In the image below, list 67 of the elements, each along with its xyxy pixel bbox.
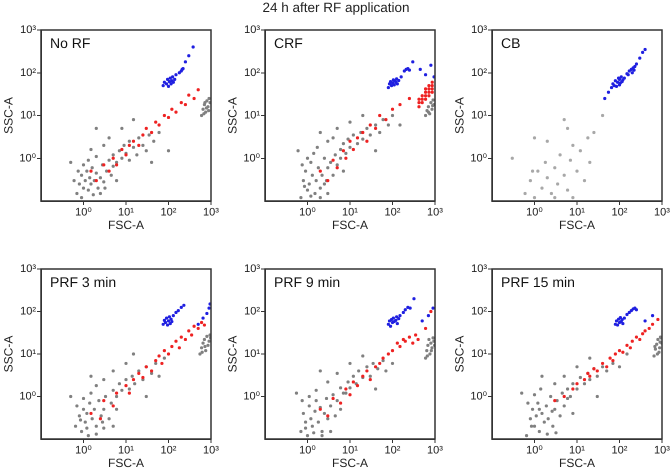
x-tick-label: 10³: [654, 444, 670, 457]
y-tick-label: 10¹: [244, 348, 260, 360]
y-tick-label: 10²: [20, 66, 36, 79]
y-tick-label: 10²: [471, 66, 488, 79]
x-tick-label: 10²: [384, 444, 401, 457]
x-axis-title: FSC-A: [108, 218, 144, 232]
y-axis-title: SSC-A: [2, 97, 16, 134]
chart-title: CB: [501, 34, 520, 51]
y-axis-title: SSC-A: [2, 336, 16, 372]
x-tick-label: 10⁰: [299, 444, 316, 457]
chart-title: PRF 15 min: [501, 274, 575, 290]
y-tick-label: 10³: [244, 24, 260, 36]
y-tick-label: 10²: [471, 306, 488, 318]
x-axis-title: FSC-A: [559, 218, 595, 232]
chart-title: CRF: [274, 34, 303, 51]
y-tick-label: 10¹: [20, 348, 36, 360]
x-tick-label: 10¹: [342, 206, 358, 219]
y-tick-label: 10³: [20, 263, 36, 276]
chart-title: No RF: [50, 34, 90, 51]
x-tick-label: 10¹: [569, 444, 586, 457]
y-axis-title: SSC-A: [226, 336, 240, 372]
y-tick-label: 10³: [20, 24, 36, 36]
y-tick-label: 10⁰: [243, 390, 261, 403]
x-tick-label: 10⁰: [75, 206, 92, 219]
y-tick-label: 10⁰: [243, 152, 261, 164]
y-axis-title: SSC-A: [452, 336, 467, 372]
y-axis-title: SSC-A: [452, 97, 467, 134]
x-tick-label: 10²: [612, 206, 628, 219]
text: 24 h after RF application: [261, 0, 411, 16]
x-tick-label: 10¹: [118, 206, 134, 219]
x-tick-label: 10³: [203, 444, 220, 457]
y-tick-label: 10⁰: [19, 152, 37, 164]
x-tick-label: 10¹: [569, 206, 586, 219]
y-tick-label: 10²: [20, 306, 36, 318]
y-tick-label: 10¹: [20, 110, 36, 122]
x-tick-label: 10³: [427, 206, 444, 219]
x-tick-label: 10²: [384, 206, 401, 219]
y-tick-label: 10¹: [471, 110, 488, 122]
y-tick-label: 10³: [471, 263, 488, 276]
x-tick-label: 10¹: [118, 444, 134, 457]
y-tick-label: 10²: [244, 306, 260, 318]
x-axis-title: FSC-A: [559, 456, 595, 470]
chart-title: PRF 9 min: [274, 274, 340, 290]
x-tick-label: 10³: [654, 206, 670, 219]
y-tick-label: 10²: [244, 66, 260, 79]
x-tick-label: 10²: [160, 444, 177, 457]
x-tick-label: 10⁰: [526, 206, 544, 219]
x-tick-label: 10²: [160, 206, 177, 219]
y-tick-label: 10³: [471, 24, 488, 36]
x-tick-label: 10⁰: [526, 444, 544, 457]
x-tick-label: 10⁰: [299, 206, 316, 219]
chart-title: PRF 3 min: [50, 274, 116, 290]
x-axis-title: FSC-A: [332, 218, 368, 232]
x-tick-label: 10¹: [342, 444, 358, 457]
x-axis-title: FSC-A: [108, 456, 144, 470]
y-tick-label: 10¹: [471, 348, 488, 360]
x-axis-title: FSC-A: [332, 456, 368, 470]
x-tick-label: 10⁰: [75, 444, 92, 457]
y-tick-label: 10⁰: [19, 390, 37, 403]
x-tick-label: 10³: [203, 206, 220, 219]
x-tick-label: 10²: [612, 444, 628, 457]
y-axis-title: SSC-A: [226, 97, 240, 134]
y-tick-label: 10⁰: [470, 152, 488, 164]
x-tick-label: 10³: [427, 444, 444, 457]
y-tick-label: 10⁰: [470, 390, 488, 403]
y-tick-label: 10³: [244, 263, 260, 276]
y-tick-label: 10¹: [244, 110, 260, 122]
